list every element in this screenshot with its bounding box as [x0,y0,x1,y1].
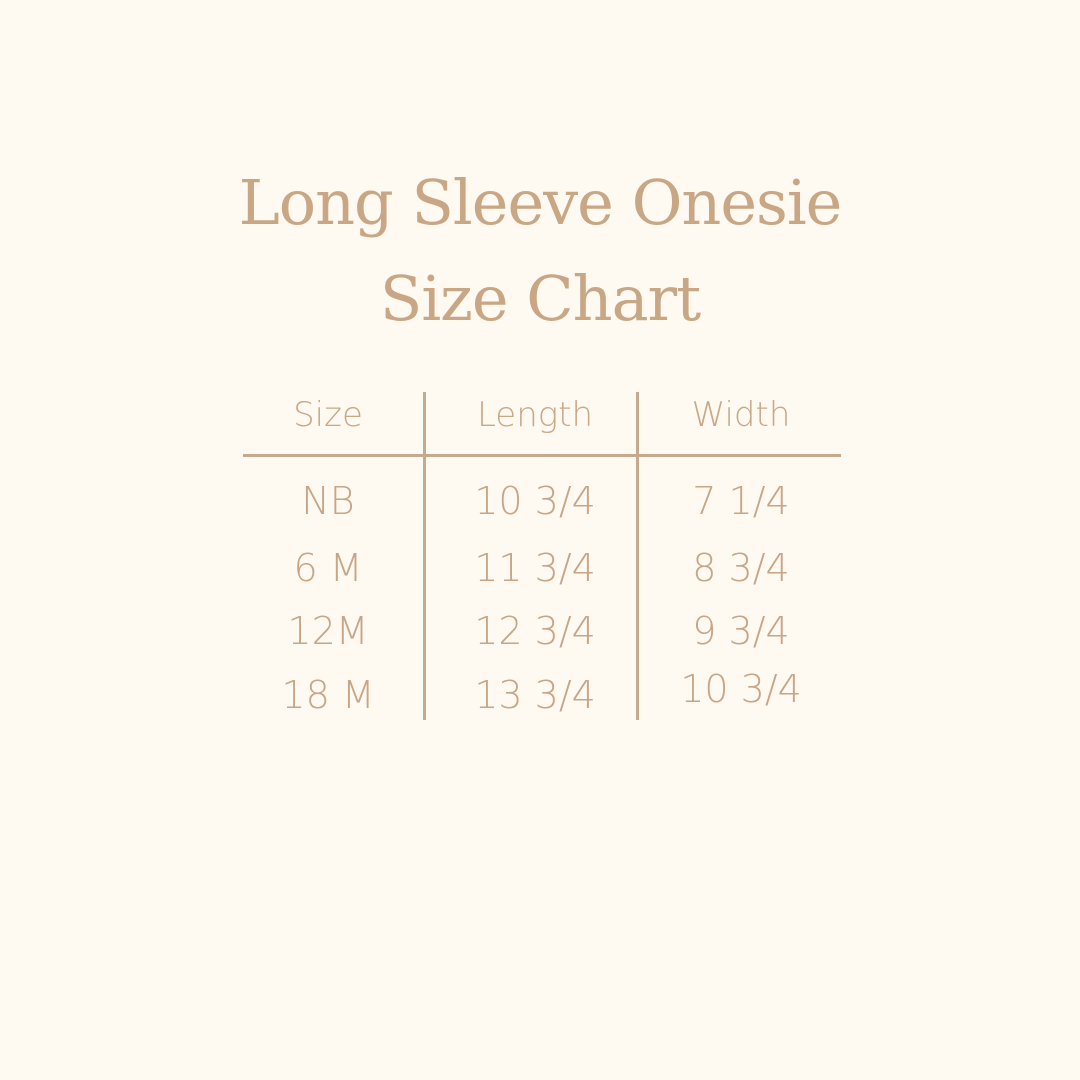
header-size: Size [293,395,363,435]
cell-size: 6 M [293,546,363,590]
cell-length: 11 3/4 [474,546,596,590]
title-line-2: Size Chart [379,262,701,335]
cell-length: 12 3/4 [474,609,596,653]
cell-width: 7 1/4 [692,479,790,523]
cell-length: 10 3/4 [474,479,596,523]
cell-width: 10 3/4 [680,667,802,711]
cell-width: 9 3/4 [692,609,790,653]
cell-width: 8 3/4 [692,546,790,590]
header-width: Width [691,395,791,435]
column-divider-2 [636,392,639,720]
header-length: Length [476,395,594,435]
column-divider-1 [423,392,426,720]
title-line-1: Long Sleeve Onesie [238,166,843,239]
cell-size: 18 M [281,673,375,717]
cell-size: 12M [287,609,369,653]
cell-length: 13 3/4 [474,673,596,717]
header-divider [243,454,841,457]
cell-size: NB [301,479,355,523]
